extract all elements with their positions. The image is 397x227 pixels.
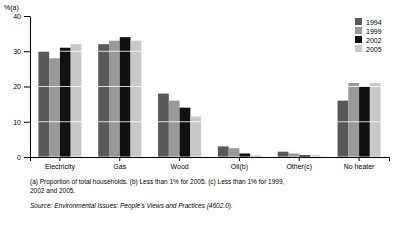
tick-mark xyxy=(179,157,180,161)
grid-line xyxy=(30,86,389,87)
tick: No heater xyxy=(344,157,375,170)
legend-swatch xyxy=(355,27,362,34)
tick: Wood xyxy=(170,157,188,170)
tick: 30 xyxy=(13,48,30,55)
tick-label: Electricity xyxy=(45,163,75,171)
bar xyxy=(338,101,349,157)
tick-mark xyxy=(24,87,30,88)
y-label: %(a) xyxy=(4,4,19,12)
tick-mark xyxy=(59,157,60,161)
tick-mark xyxy=(24,157,30,158)
legend-label: 1994 xyxy=(366,19,382,26)
legend-item: 1994 xyxy=(355,18,382,26)
bar-series xyxy=(71,41,381,157)
legend-label: 1999 xyxy=(366,28,382,35)
tick-label: 0 xyxy=(17,154,21,161)
plot: 0 10 20 30 40 Electricity Gas Wood Oil(b) Other(c… xyxy=(13,13,389,171)
legend-label: 2005 xyxy=(366,46,382,53)
tick-mark xyxy=(359,157,360,161)
tick-label: 30 xyxy=(13,48,21,55)
bars xyxy=(38,37,380,157)
tick: 20 xyxy=(13,83,30,90)
legend-swatch xyxy=(355,45,362,52)
grid-line xyxy=(30,16,389,17)
bar xyxy=(120,37,131,157)
tick-label: Gas xyxy=(113,163,126,170)
bar xyxy=(180,108,191,157)
tick-mark xyxy=(119,157,120,161)
grid-line xyxy=(30,157,389,158)
bar xyxy=(169,101,180,157)
tick-label: Oil(b) xyxy=(231,163,248,171)
tick: Oil(b) xyxy=(231,157,248,171)
tick-mark xyxy=(299,157,300,161)
bar xyxy=(98,44,109,157)
bar xyxy=(218,146,229,157)
bar xyxy=(158,94,169,157)
tick-mark xyxy=(24,51,30,52)
tick: Gas xyxy=(113,157,126,170)
tick-mark xyxy=(239,157,240,161)
bar xyxy=(109,41,120,157)
bar xyxy=(190,116,201,157)
bar xyxy=(229,148,240,157)
legend-swatch xyxy=(355,36,362,43)
bar xyxy=(38,51,49,157)
bar-series xyxy=(49,41,359,157)
legend-item: 2005 xyxy=(355,45,382,53)
bar xyxy=(131,41,142,157)
bar xyxy=(71,44,82,157)
tick-label: 10 xyxy=(13,118,21,125)
legend-swatch xyxy=(355,18,362,25)
bar xyxy=(370,83,381,157)
bar-series xyxy=(60,37,370,157)
tick-label: Wood xyxy=(170,163,188,170)
bar xyxy=(348,83,359,157)
tick-mark xyxy=(24,122,30,123)
tick-mark xyxy=(24,16,30,17)
tick: Other(c) xyxy=(286,157,312,171)
grid-line xyxy=(30,121,389,122)
y-axis: 0 10 20 30 40 xyxy=(13,13,30,161)
bar xyxy=(60,48,71,157)
axis-line xyxy=(31,158,390,162)
tick-label: Other(c) xyxy=(286,163,312,171)
legend: 1994 1999 2002 2005 xyxy=(355,18,382,53)
bar xyxy=(288,153,299,157)
tick: 10 xyxy=(13,118,30,125)
bar-series xyxy=(38,44,348,157)
footnote: 2002 and 2005. xyxy=(30,187,75,194)
legend-item: 1999 xyxy=(355,27,382,35)
grid-line xyxy=(30,51,389,52)
legend-item: 2002 xyxy=(355,36,382,44)
bar xyxy=(278,152,289,157)
tick-label: 40 xyxy=(13,13,21,20)
source: Source: Environmental Issues: People's V… xyxy=(30,202,233,210)
bar xyxy=(239,153,250,157)
grid xyxy=(30,16,389,157)
tick-label: 20 xyxy=(13,83,21,90)
chart: 0 10 20 30 40 Electricity Gas Wood Oil(b) Other(c… xyxy=(0,0,397,227)
bar xyxy=(49,58,60,157)
tick: 0 xyxy=(17,154,30,161)
footnote: (a) Proportion of total households. (b) … xyxy=(30,178,285,186)
axis-line xyxy=(30,17,31,158)
legend-label: 2002 xyxy=(366,37,382,44)
x-axis: Electricity Gas Wood Oil(b) Other(c) No heate… xyxy=(31,157,390,171)
tick: Electricity xyxy=(45,157,75,171)
tick: 40 xyxy=(13,13,30,20)
tick-label: No heater xyxy=(344,163,375,170)
